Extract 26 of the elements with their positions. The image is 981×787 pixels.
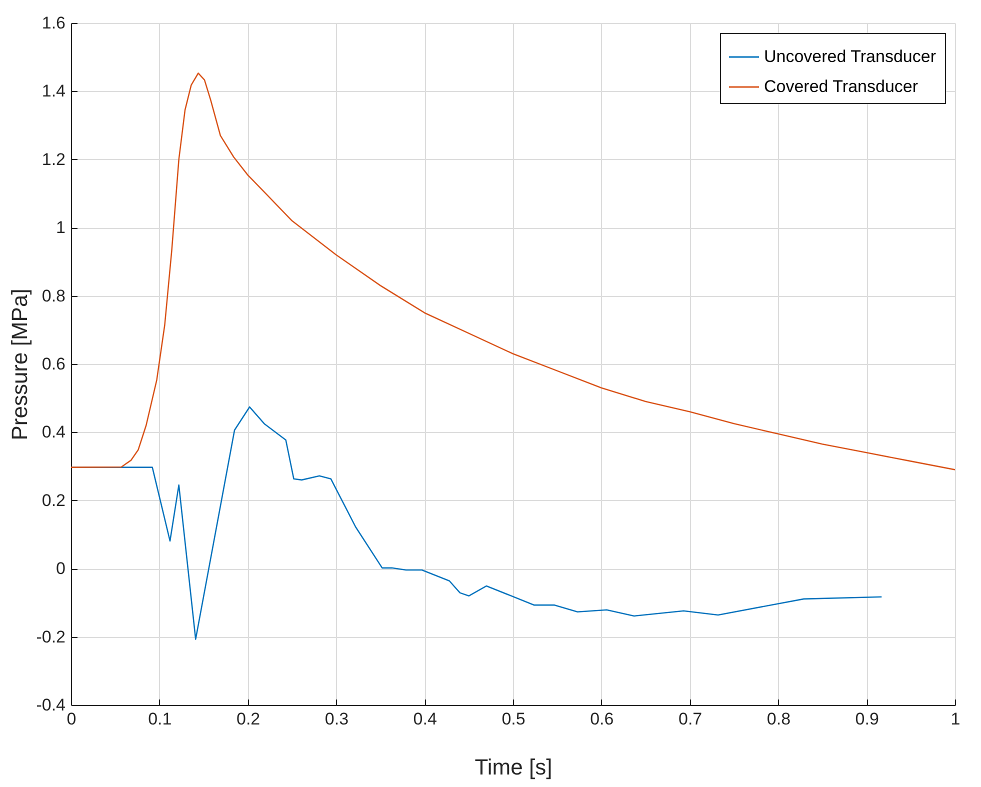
line-series [71,72,955,470]
legend-label: Covered Transducer [764,77,918,96]
y-tick-label: 1.6 [42,14,66,32]
x-tick-label: 0.8 [766,710,791,728]
legend-label: Uncovered Transducer [764,47,936,66]
x-tick-label: 0.3 [324,710,349,728]
y-tick-label: 0.2 [42,490,66,510]
x-tick-label: 0.1 [148,710,172,728]
y-tick-label: 1 [56,218,66,238]
y-tick-label: 0.4 [42,422,66,442]
x-tick-label: 0.6 [590,710,614,728]
y-tick-label: -0.4 [36,696,66,714]
y-tick-label: 0 [56,559,66,578]
x-tick-label: 0.7 [678,710,702,728]
x-tick-label: 0.9 [855,710,879,728]
y-axis-title: Pressure [MPa] [7,288,32,440]
x-tick-label: 0.2 [236,710,260,728]
y-tick-label: 0.8 [42,286,66,306]
x-axis-title: Time [s] [474,754,552,780]
y-tick-label: 0.6 [42,354,66,374]
y-tick-label: 1.4 [42,82,66,101]
y-tick-label: 1.2 [42,150,66,169]
x-tick-label: 0.4 [413,710,437,728]
y-tick-label: -0.2 [36,627,66,646]
x-tick-label: 1 [950,710,960,728]
x-tick-label: 0.5 [502,710,526,728]
